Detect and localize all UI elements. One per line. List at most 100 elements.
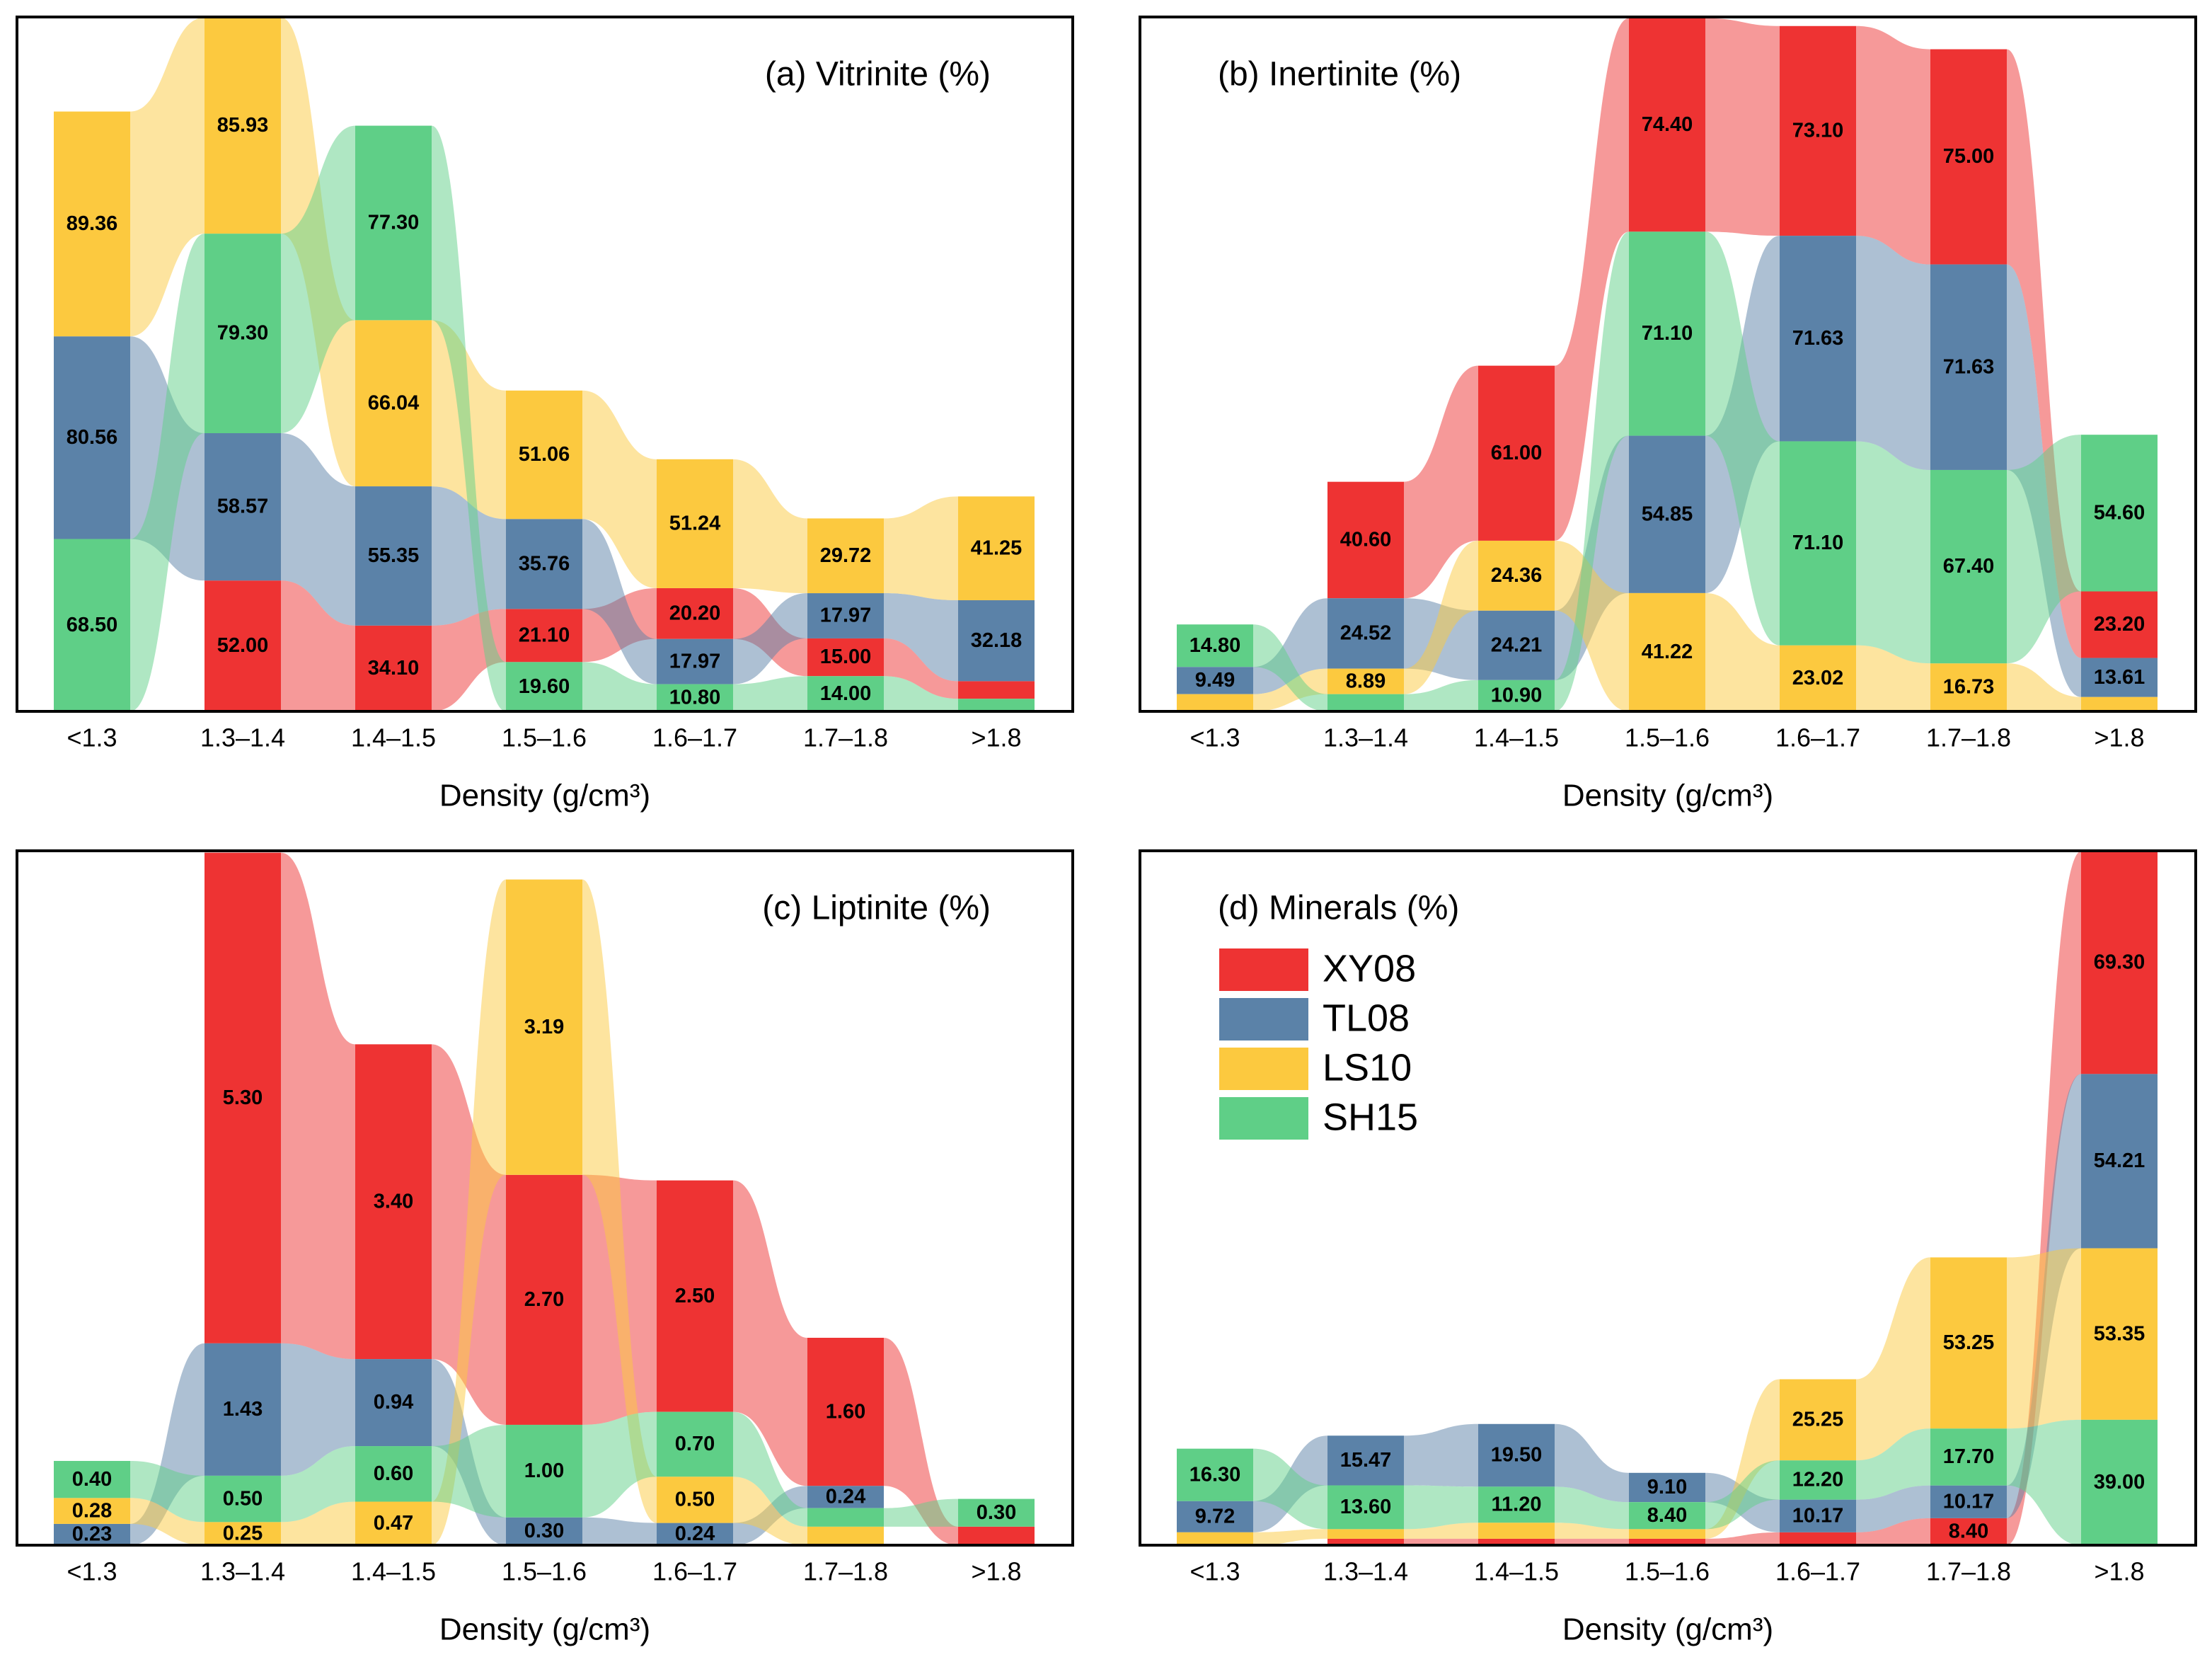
bar-segment <box>1629 592 1705 711</box>
flow <box>1404 1523 1478 1539</box>
value-label: 41.25 <box>971 537 1023 559</box>
bar-segment <box>1478 610 1555 680</box>
bar-segment <box>2081 696 2158 711</box>
x-tick-label: 1.3–1.4 <box>1323 1557 1408 1586</box>
bar-segment <box>506 390 582 520</box>
bar-segment <box>1327 1485 1404 1530</box>
panel: 8.40 69.30 9.72 15.47 19.50 9.10 10.17 10.17 54.… <box>1139 849 2197 1647</box>
value-label: 32.18 <box>971 629 1023 652</box>
bar-segment <box>205 1343 281 1476</box>
value-label: 53.25 <box>1943 1331 1995 1354</box>
bar-segment <box>1930 1518 2007 1545</box>
flow <box>1404 365 1478 599</box>
flow <box>1856 1428 1930 1500</box>
value-label: 19.50 <box>1491 1444 1543 1467</box>
flow <box>1856 1485 1930 1532</box>
bar-segment <box>1629 231 1705 436</box>
plot-frame <box>1139 849 2197 1547</box>
value-label: 85.93 <box>217 114 269 137</box>
bar-segment <box>1327 694 1404 711</box>
x-axis-label: Density (g/cm³) <box>439 779 650 813</box>
value-label: 66.04 <box>368 391 420 414</box>
bar-segment <box>1629 1529 1705 1539</box>
bar-segment <box>807 676 884 711</box>
value-label: 17.97 <box>669 650 721 672</box>
value-label: 13.60 <box>1340 1496 1392 1518</box>
flow <box>884 593 958 682</box>
x-tick-label: 1.7–1.8 <box>803 723 888 752</box>
value-label: 1.60 <box>826 1400 865 1423</box>
value-label: 10.80 <box>669 686 721 709</box>
flow <box>884 1498 958 1527</box>
flow <box>733 1180 807 1486</box>
flow <box>733 676 807 711</box>
bar-segment <box>355 486 432 626</box>
bar-segment <box>1478 1523 1555 1539</box>
bar-segment <box>2081 435 2158 592</box>
value-label: 0.50 <box>223 1487 263 1510</box>
flow <box>1253 668 1327 711</box>
bar-segment <box>54 1498 130 1524</box>
bar-segment <box>2081 658 2158 697</box>
flow <box>1856 236 1930 470</box>
x-axis-label: Density (g/cm³) <box>1562 779 1773 813</box>
flow <box>1404 1538 1478 1545</box>
flow <box>1555 1523 1629 1539</box>
value-label: 16.73 <box>1943 676 1995 699</box>
bar-segment <box>1327 1435 1404 1486</box>
bar-segment <box>1930 469 2007 664</box>
flow <box>1404 1423 1478 1487</box>
bar-segment <box>1177 667 1253 694</box>
legend-swatch <box>1219 998 1308 1040</box>
x-tick-label: 1.6–1.7 <box>652 723 737 752</box>
value-label: 23.02 <box>1792 667 1844 689</box>
bar-segment <box>807 1338 884 1486</box>
value-label: 58.57 <box>217 495 269 518</box>
flow <box>130 1498 205 1545</box>
bar-segment <box>2081 591 2158 658</box>
plot-frame <box>1139 16 2197 713</box>
value-label: 77.30 <box>368 212 420 234</box>
flow <box>2007 1419 2081 1545</box>
bar-segment <box>54 1460 130 1498</box>
value-label: 9.72 <box>1195 1505 1235 1527</box>
flow <box>733 1477 807 1545</box>
flow <box>1856 441 1930 664</box>
value-label: 75.00 <box>1943 145 1995 168</box>
value-label: 51.06 <box>519 443 570 466</box>
bar-segment <box>958 1526 1035 1545</box>
value-label: 0.23 <box>72 1523 112 1546</box>
value-label: 54.21 <box>2094 1150 2145 1172</box>
value-label: 24.36 <box>1491 564 1543 587</box>
flow <box>582 1411 657 1518</box>
x-tick-label: 1.4–1.5 <box>351 1557 436 1586</box>
flow <box>2007 1248 2081 1429</box>
value-label: 10.17 <box>1943 1490 1995 1513</box>
value-label: 71.63 <box>1792 327 1844 350</box>
flow <box>1856 645 1930 711</box>
value-label: 20.20 <box>669 602 721 624</box>
value-label: 51.24 <box>669 512 721 535</box>
bar-segment <box>1478 1486 1555 1523</box>
flow <box>582 662 657 711</box>
value-label: 19.60 <box>519 675 570 698</box>
flow <box>432 879 506 1545</box>
x-tick-label: 1.3–1.4 <box>200 723 285 752</box>
flow <box>1404 540 1478 694</box>
value-label: 0.30 <box>977 1501 1016 1524</box>
x-axis-label: Density (g/cm³) <box>1562 1612 1773 1647</box>
bar-segment <box>807 593 884 638</box>
value-label: 0.30 <box>524 1520 564 1542</box>
flow <box>1705 1379 1780 1539</box>
value-label: 40.60 <box>1340 529 1392 551</box>
bar-segment <box>1478 1423 1555 1487</box>
x-tick-label: 1.6–1.7 <box>652 1557 737 1586</box>
bar-segment <box>205 1522 281 1545</box>
bar-segment <box>1629 1502 1705 1530</box>
bar-segment <box>355 1044 432 1360</box>
x-tick-label: 1.5–1.6 <box>1625 1557 1710 1586</box>
value-label: 15.00 <box>820 646 872 668</box>
x-tick-label: 1.7–1.8 <box>1926 723 2011 752</box>
value-label: 10.90 <box>1491 684 1543 707</box>
value-label: 68.50 <box>67 614 118 636</box>
